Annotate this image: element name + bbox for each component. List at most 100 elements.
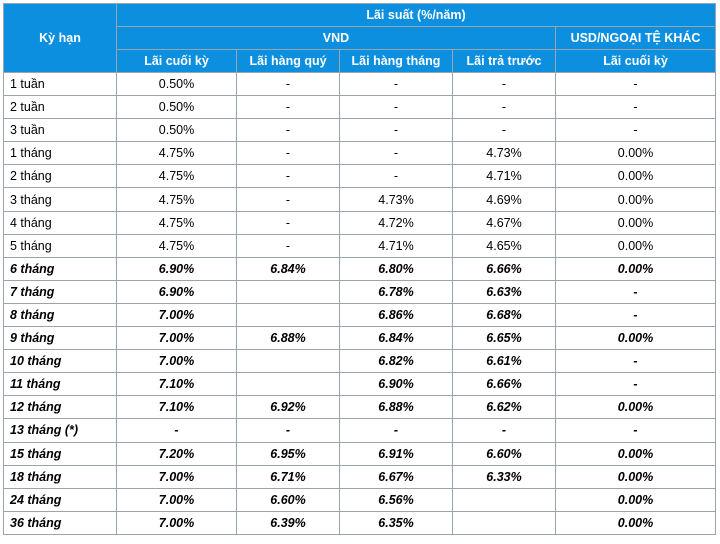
rate-cell: 6.68%	[452, 302, 556, 328]
term-cell: 1 tuần	[3, 71, 117, 97]
rate-cell: 4.75%	[116, 233, 237, 258]
term-cell: 15 tháng	[3, 441, 117, 466]
term-header: Kỳ hạn	[3, 3, 117, 73]
rate-cell: 6.84%	[236, 256, 340, 281]
rate-cell: 4.65%	[452, 233, 556, 258]
rate-cell: -	[339, 71, 453, 97]
rate-cell: 4.69%	[452, 187, 556, 212]
term-cell: 8 tháng	[3, 302, 117, 328]
rate-cell: 4.75%	[116, 164, 237, 189]
rate-cell: -	[452, 418, 556, 443]
table-row: 24 tháng 7.00% 6.60% 6.56% 0.00%	[3, 487, 717, 512]
rate-table-body: 1 tuần 0.50% - - - -2 tuần 0.50% - - - -3 tuần 0.50…	[3, 71, 717, 535]
rate-cell: 4.71%	[339, 233, 453, 258]
rate-cell: 6.71%	[236, 464, 340, 489]
table-row: 5 tháng 4.75% -4.71% 4.65% 0.00%	[3, 233, 717, 258]
rate-cell: 4.75%	[116, 210, 237, 235]
rate-cell: -	[339, 164, 453, 189]
rate-cell: 4.73%	[452, 141, 556, 166]
rate-cell: -	[236, 118, 340, 143]
rate-cell: 0.50%	[116, 95, 237, 120]
table-row: 36 tháng 7.00% 6.39% 6.35% 0.00%	[3, 510, 717, 535]
rate-cell: -	[339, 95, 453, 120]
rate-cell: 6.92%	[236, 395, 340, 420]
rate-cell: 6.90%	[116, 279, 237, 304]
table-row: 2 tháng 4.75% - -4.71% 0.00%	[3, 164, 717, 189]
rate-cell: -	[554, 118, 717, 143]
rate-header: Lãi suất (%/năm)	[115, 3, 717, 27]
rate-cell: 7.20%	[116, 441, 237, 466]
rate-cell: 6.60%	[452, 441, 556, 466]
table-row: 18 tháng 7.00% 6.71% 6.67% 6.33% 0.00%	[3, 464, 717, 489]
rate-cell: -	[236, 164, 340, 189]
term-cell: 12 tháng	[3, 395, 117, 420]
rate-cell: 6.61%	[452, 349, 556, 374]
table-row: 10 tháng 7.00% 6.82% 6.61% -	[3, 349, 717, 374]
term-cell: 1 tháng	[3, 141, 117, 166]
rate-cell: 0.50%	[116, 71, 237, 97]
rate-cell: 6.67%	[339, 464, 453, 489]
interest-rate-table: Kỳ hạn Lãi suất (%/năm) VND USD/NGOẠI TỆ…	[3, 3, 717, 535]
rate-cell: -	[554, 372, 717, 397]
rate-cell: 0.00%	[554, 233, 717, 258]
rate-cell	[452, 510, 556, 535]
rate-cell: 0.00%	[554, 464, 717, 489]
rate-cell: 6.33%	[452, 464, 556, 489]
column-header: Lãi cuối kỳ	[554, 49, 717, 73]
rate-cell: 4.75%	[116, 141, 237, 166]
rate-cell: 0.00%	[554, 164, 717, 189]
term-cell: 7 tháng	[3, 279, 117, 304]
term-cell: 10 tháng	[3, 349, 117, 374]
rate-cell: 6.56%	[339, 487, 453, 512]
rate-cell: 6.35%	[339, 510, 453, 535]
rate-cell: 0.50%	[116, 118, 237, 143]
rate-cell: -	[339, 418, 453, 443]
table-row: 1 tuần 0.50% - - - -	[3, 71, 717, 97]
vnd-header: VND	[116, 26, 556, 50]
term-cell: 24 tháng	[3, 487, 117, 512]
rate-cell: 6.82%	[339, 349, 453, 374]
rate-cell: -	[554, 279, 717, 304]
rate-cell: -	[236, 210, 340, 235]
rate-cell: 0.00%	[554, 441, 717, 466]
rate-cell: -	[236, 187, 340, 212]
term-cell: 11 tháng	[3, 372, 117, 397]
rate-cell: 6.88%	[339, 395, 453, 420]
rate-cell: 0.00%	[554, 187, 717, 212]
rate-cell: 7.00%	[116, 464, 237, 489]
rate-cell: 7.00%	[116, 349, 237, 374]
rate-cell: 4.67%	[452, 210, 556, 235]
rate-cell: -	[554, 71, 717, 97]
table-row: 13 tháng (*) - - - - -	[3, 418, 717, 443]
table-row: 7 tháng 6.90% 6.78% 6.63% -	[3, 279, 717, 304]
term-cell: 9 tháng	[3, 326, 117, 351]
usd-header: USD/NGOẠI TỆ KHÁC	[554, 26, 717, 50]
rate-cell: 0.00%	[554, 510, 717, 535]
rate-cell	[236, 279, 340, 304]
rate-cell: 0.00%	[554, 326, 717, 351]
rate-cell: 0.00%	[554, 256, 717, 281]
rate-cell: 7.00%	[116, 326, 237, 351]
rate-cell: -	[554, 418, 717, 443]
rate-cell: 6.84%	[339, 326, 453, 351]
term-cell: 36 tháng	[3, 510, 117, 535]
rate-cell: 7.00%	[116, 510, 237, 535]
rate-cell: -	[116, 418, 237, 443]
rate-cell: 6.91%	[339, 441, 453, 466]
rate-cell: 0.00%	[554, 141, 717, 166]
rate-cell: 4.75%	[116, 187, 237, 212]
rate-cell: 6.80%	[339, 256, 453, 281]
rate-cell: 7.10%	[116, 372, 237, 397]
term-cell: 18 tháng	[3, 464, 117, 489]
rate-cell: 6.65%	[452, 326, 556, 351]
rate-cell: -	[236, 141, 340, 166]
rate-cell: 7.10%	[116, 395, 237, 420]
rate-cell: 4.71%	[452, 164, 556, 189]
table-row: 3 tuần 0.50% - - - -	[3, 118, 717, 143]
rate-cell: -	[554, 95, 717, 120]
rate-cell: -	[452, 95, 556, 120]
rate-cell	[236, 349, 340, 374]
term-cell: 2 tuần	[3, 95, 117, 120]
table-row: 4 tháng 4.75% -4.72% 4.67% 0.00%	[3, 210, 717, 235]
rate-cell: 4.72%	[339, 210, 453, 235]
